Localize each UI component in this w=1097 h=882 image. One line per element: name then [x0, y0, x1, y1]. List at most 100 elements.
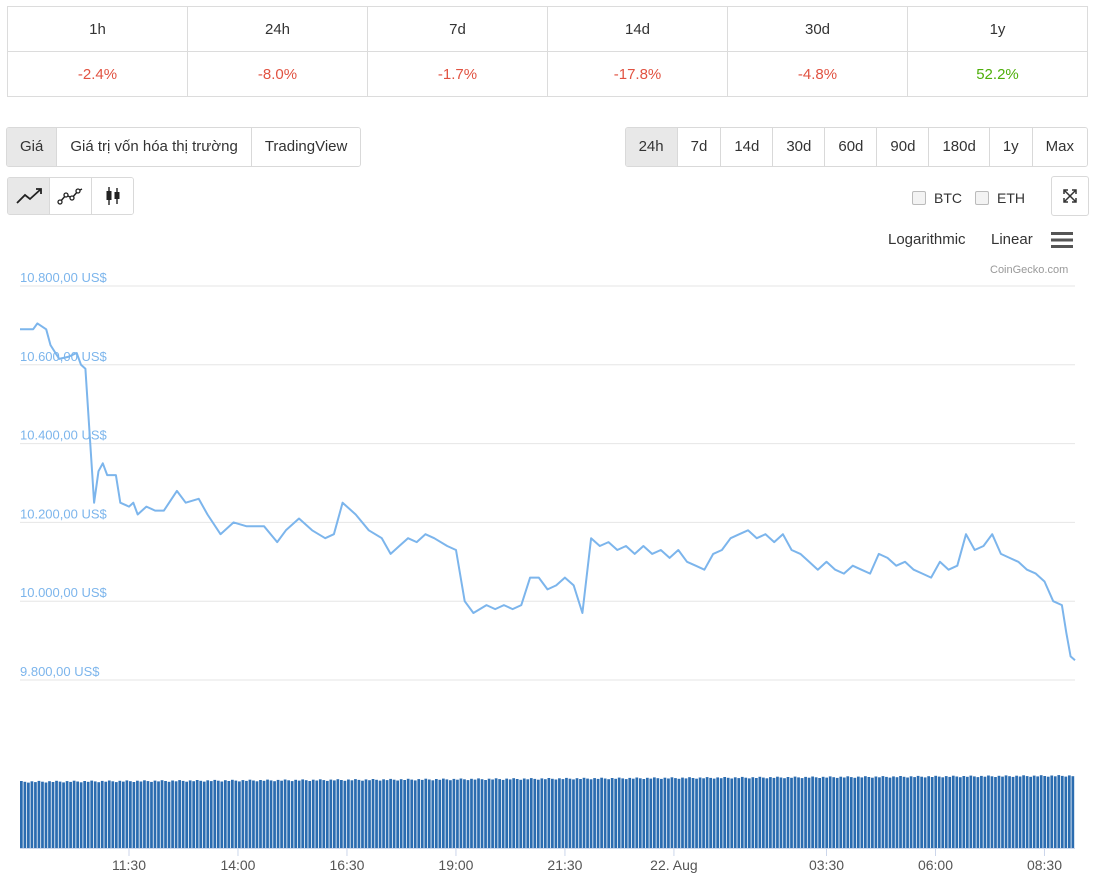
line-chart-button[interactable] [8, 178, 50, 214]
volume-bar [178, 780, 181, 848]
volume-bar [192, 781, 196, 848]
logarithmic-button[interactable]: Logarithmic [888, 231, 966, 248]
volume-bar [484, 780, 487, 848]
change-30d: -4.8% [727, 51, 908, 97]
volume-bar [347, 779, 350, 848]
volume-bar [688, 777, 691, 848]
volume-bar [769, 777, 772, 848]
range-90d[interactable]: 90d [877, 128, 930, 166]
range-1y[interactable]: 1y [989, 128, 1033, 166]
volume-bar [252, 780, 255, 848]
volume-bar [97, 782, 101, 848]
volume-bar [874, 776, 878, 848]
volume-bar [969, 775, 973, 848]
line-markers-chart-button[interactable] [50, 178, 92, 214]
volume-bar [842, 777, 846, 848]
volume-bar [600, 777, 603, 848]
volume-bar [765, 778, 769, 848]
volume-bar [561, 779, 565, 848]
volume-bar [456, 779, 459, 848]
y-tick-label: 9.800,00 US$ [20, 664, 100, 679]
volume-bar [526, 779, 530, 848]
volume-bar [382, 779, 385, 848]
range-max[interactable]: Max [1032, 128, 1087, 166]
tab-tradingview[interactable]: TradingView [251, 128, 361, 166]
volume-bar [508, 779, 512, 848]
range-24h[interactable]: 24h [625, 128, 678, 166]
volume-bar [30, 781, 34, 848]
fullscreen-button[interactable] [1051, 176, 1089, 216]
volume-bar [403, 780, 407, 848]
range-7d[interactable]: 7d [677, 128, 722, 166]
volume-bar [614, 778, 618, 848]
period-1h: 1h [7, 6, 188, 52]
volume-bar [1064, 776, 1068, 848]
volume-bar [259, 780, 262, 848]
volume-bar [871, 777, 874, 848]
volume-bar [856, 776, 860, 848]
linear-button[interactable]: Linear [991, 231, 1033, 248]
volume-bar [501, 779, 505, 848]
btc-checkbox[interactable] [912, 191, 926, 205]
volume-bar [1043, 776, 1047, 848]
range-60d[interactable]: 60d [825, 128, 878, 166]
volume-bar [793, 776, 797, 848]
candlestick-chart-button[interactable] [92, 178, 133, 214]
volume-bar [442, 778, 445, 848]
price-chart: 10.800,00 US$ 10.600,00 US$ 10.400,00 US$ 1… [20, 270, 1076, 873]
volume-bar [340, 780, 343, 848]
volume-bar [543, 779, 547, 848]
volume-bar [375, 779, 378, 848]
x-tick-label: 21:30 [547, 857, 582, 873]
chart-type-selector [7, 177, 134, 215]
volume-bar [357, 779, 361, 848]
volume-bar [477, 778, 480, 848]
volume-bar [83, 781, 87, 848]
chart-credit: CoinGecko.com [990, 264, 1069, 276]
volume-bar [371, 779, 375, 848]
range-14d[interactable]: 14d [721, 128, 774, 166]
compare-eth[interactable]: ETH [975, 190, 1025, 206]
volume-bar [649, 778, 653, 848]
volume-bar [1053, 776, 1057, 848]
tab-market-cap[interactable]: Giá trị vốn hóa thị trường [57, 128, 252, 166]
volume-bar [596, 778, 600, 848]
volume-bar [529, 778, 533, 848]
volume-bar [445, 779, 449, 848]
volume-bar [709, 777, 712, 848]
volume-bar [1071, 776, 1075, 848]
volume-bar [698, 777, 702, 848]
volume-bar [269, 780, 273, 848]
volume-bar [955, 776, 959, 848]
volume-bar [209, 781, 213, 848]
y-tick-label: 10.000,00 US$ [20, 585, 108, 600]
volume-bar [642, 779, 646, 848]
volume-bar [589, 779, 593, 848]
period-30d: 30d [727, 6, 908, 52]
btc-label: BTC [934, 190, 962, 206]
volume-bar [1067, 775, 1071, 848]
volume-bar [121, 781, 125, 848]
volume-bar [216, 780, 220, 848]
volume-bar [653, 777, 656, 848]
volume-bar [515, 779, 519, 848]
tab-price[interactable]: Giá [7, 128, 58, 166]
volume-bar [818, 778, 821, 848]
volume-bar [737, 778, 741, 848]
volume-bar [420, 779, 424, 848]
range-180d[interactable]: 180d [929, 128, 990, 166]
volume-bar [58, 781, 62, 848]
volume-bar [491, 779, 494, 848]
range-30d[interactable]: 30d [773, 128, 826, 166]
range-selector: 24h 7d 14d 30d 60d 90d 180d 1y Max [624, 127, 1088, 167]
chart-menu-button[interactable] [1051, 231, 1073, 249]
volume-bar [100, 780, 104, 848]
volume-bar [716, 777, 720, 848]
volume-bar [522, 778, 526, 848]
volume-bar [744, 777, 748, 848]
x-tick-label: 19:00 [438, 857, 473, 873]
volume-bar [554, 779, 558, 848]
volume-bar [505, 778, 509, 848]
eth-checkbox[interactable] [975, 191, 989, 205]
compare-btc[interactable]: BTC [912, 190, 962, 206]
